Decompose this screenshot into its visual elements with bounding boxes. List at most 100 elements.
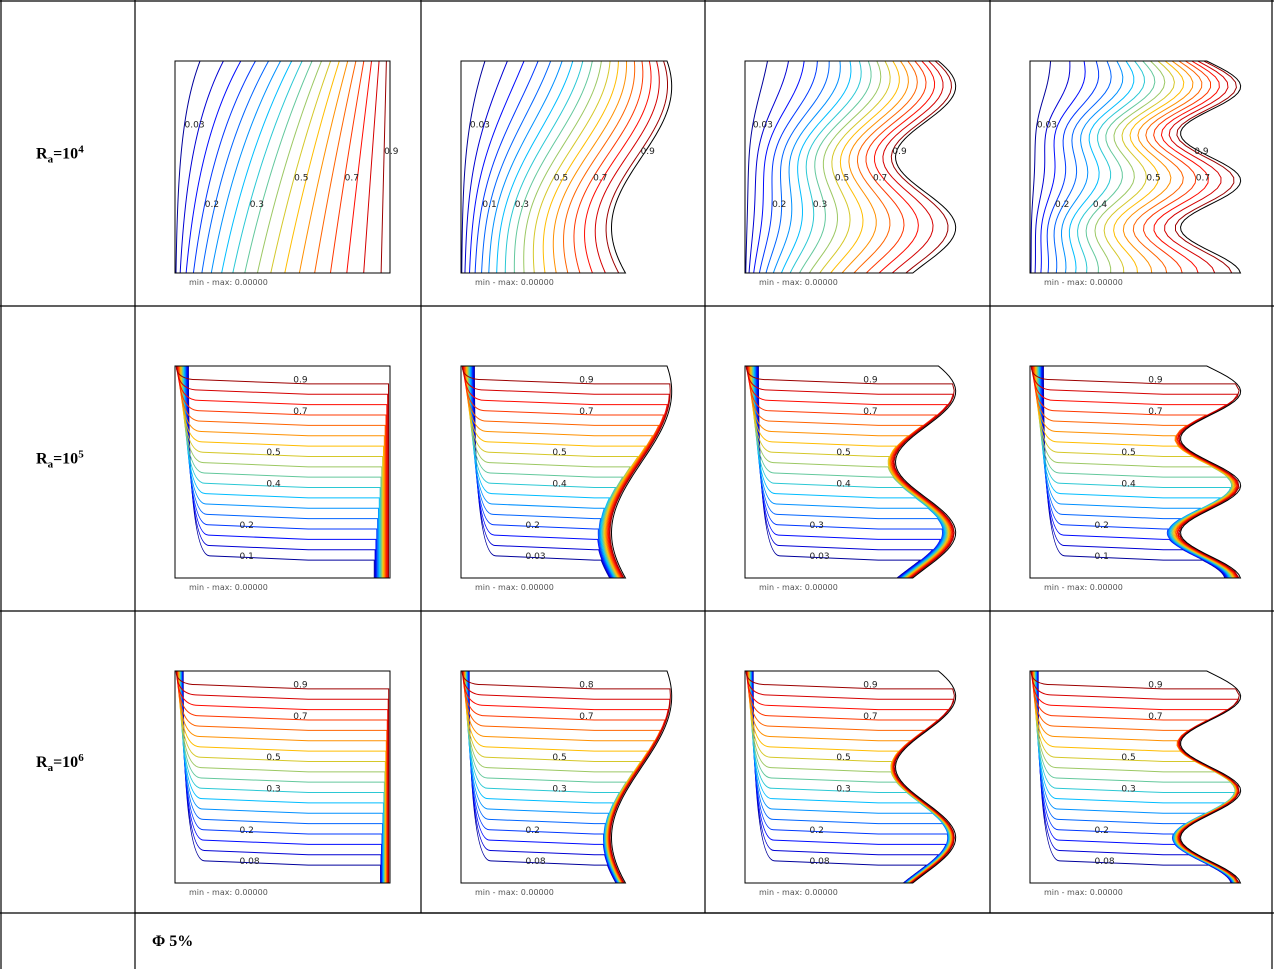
contour-line <box>176 671 389 883</box>
contour-line <box>464 366 660 578</box>
contour-line <box>488 61 563 273</box>
domain-outline <box>460 670 673 884</box>
contour-line <box>463 366 668 578</box>
contour-line <box>468 366 624 578</box>
contour-line <box>461 671 671 883</box>
contour-label: 0.3 <box>813 200 827 210</box>
domain-outline <box>744 60 957 274</box>
contour-line <box>789 61 862 273</box>
contour-line <box>298 61 349 273</box>
contour-line <box>751 366 949 578</box>
contour-line <box>201 61 270 273</box>
contour-line <box>1040 61 1086 273</box>
plot-caption: min - max: 0.00000 <box>1044 278 1123 287</box>
plot-caption: min - max: 0.00000 <box>189 278 268 287</box>
contour-line <box>1037 671 1232 883</box>
domain-outline <box>174 60 391 274</box>
contour-line <box>177 366 387 578</box>
contour-line <box>747 671 953 883</box>
contour-line <box>175 366 390 578</box>
contour-line <box>799 61 872 273</box>
contour-line <box>1033 366 1237 578</box>
plot-caption: min - max: 0.00000 <box>1044 583 1123 592</box>
contour-line <box>464 61 508 273</box>
label-sub: a <box>48 154 54 166</box>
contour-label: 0.7 <box>1196 174 1210 184</box>
contour-line <box>465 671 621 883</box>
contour-line <box>363 61 380 273</box>
contour-line <box>474 61 539 273</box>
contour-label: 0.03 <box>185 121 205 131</box>
contour-line <box>185 61 242 273</box>
contour-line <box>481 61 552 273</box>
domain-outline <box>1029 365 1242 579</box>
contour-label: 0.3 <box>266 784 280 794</box>
contour-line <box>1035 366 1235 578</box>
contours <box>745 671 955 883</box>
contour-plot: 0.08 0.2 0.3 0.5 0.7 0.9 min - max: 0.00000 <box>1029 670 1242 897</box>
contour-label: 0.08 <box>1095 857 1115 867</box>
contour-line <box>314 61 357 273</box>
contour-label: 0.2 <box>240 826 254 836</box>
contour-line <box>346 61 373 273</box>
contour-line <box>178 366 386 578</box>
contour-label: 0.5 <box>552 753 566 763</box>
contour-line <box>1036 366 1234 578</box>
contour-plot: 0.1 0.2 0.4 0.5 0.7 0.9 min - max: 0.00000 <box>174 365 391 592</box>
contour-line <box>1039 366 1230 578</box>
contour-line <box>185 366 378 578</box>
contour-line <box>270 61 332 273</box>
contour-line <box>180 366 384 578</box>
contour-line <box>466 366 647 578</box>
contours <box>461 366 671 578</box>
contours <box>1030 61 1237 273</box>
contour-line <box>532 61 611 273</box>
contours <box>745 366 955 578</box>
plot-caption: min - max: 0.00000 <box>759 888 838 897</box>
contour-line <box>175 61 201 273</box>
contours <box>1030 671 1240 883</box>
contour-label: 0.7 <box>345 174 359 184</box>
contour-line <box>1143 61 1212 273</box>
contour-label: 0.7 <box>863 712 877 722</box>
contour-line <box>758 61 818 273</box>
contour-label: 0.9 <box>384 147 399 157</box>
contour-line <box>256 61 322 273</box>
label-eq: =10 <box>53 451 78 468</box>
contour-label: 0.4 <box>836 479 851 489</box>
contour-line <box>468 366 617 578</box>
contour-line <box>1037 366 1232 578</box>
contour-line <box>1033 671 1238 883</box>
contour-line <box>1061 61 1124 273</box>
contour-line <box>232 61 303 273</box>
contour-label: 0.5 <box>1121 753 1135 763</box>
contour-line <box>753 61 805 273</box>
contour-line <box>745 671 955 883</box>
contour-line <box>186 366 377 578</box>
contour-line <box>175 671 389 883</box>
contour-label: 0.3 <box>552 784 566 794</box>
plot-caption: min - max: 0.00000 <box>759 278 838 287</box>
contour-line <box>179 366 385 578</box>
contour-line <box>465 366 654 578</box>
contour-label: 0.9 <box>1148 681 1163 691</box>
contour-label: 0.9 <box>892 147 907 157</box>
contour-line <box>755 366 943 578</box>
contour-line <box>469 61 525 273</box>
contour-line <box>746 671 954 883</box>
contour-line <box>473 366 611 578</box>
contour-label: 0.03 <box>753 121 773 131</box>
label-eq: =10 <box>53 146 78 163</box>
contour-line <box>780 61 852 273</box>
domain-outline <box>744 365 957 579</box>
plot-caption: min - max: 0.00000 <box>475 888 554 897</box>
contour-line <box>284 61 340 273</box>
contour-line <box>466 671 619 883</box>
contour-label: 0.4 <box>552 479 567 489</box>
contour-line <box>752 366 947 578</box>
contour-line <box>496 61 574 273</box>
contour-plot: 0.08 0.2 0.3 0.5 0.7 0.9 min - max: 0.00000 <box>174 670 391 897</box>
contour-line <box>244 61 313 273</box>
contour-line <box>749 366 951 578</box>
contour-line <box>1031 366 1239 578</box>
